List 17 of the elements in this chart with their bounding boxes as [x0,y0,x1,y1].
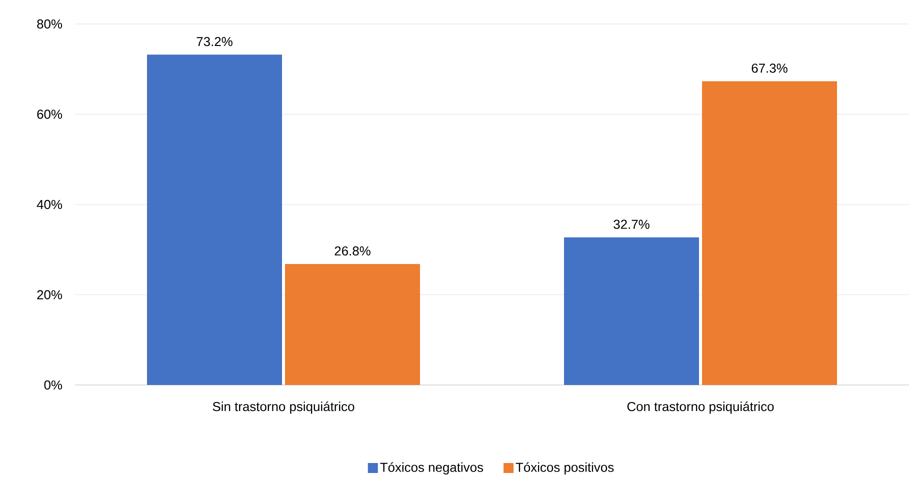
data-label: 73.2% [196,36,232,46]
x-tick-label: Sin trastorno psiquiátrico [212,402,354,414]
data-label: 67.3% [752,64,788,73]
bar [147,54,282,385]
data-label: 26.8% [334,246,370,256]
y-tick-label: 40% [36,200,62,210]
data-label: 32.7% [614,220,650,229]
legend-label: Tóxicos negativos [380,462,484,474]
bar [285,264,420,385]
bar [702,81,838,385]
y-tick-label: 20% [37,290,62,300]
y-tick-label: 0% [44,380,62,390]
bar [564,237,700,385]
legend-label: Tóxicos positivos [516,462,614,474]
y-tick-label: 60% [37,110,62,119]
y-tick-label: 80% [37,19,62,29]
x-tick-label: Con trastorno psiquiátrico [627,402,774,414]
